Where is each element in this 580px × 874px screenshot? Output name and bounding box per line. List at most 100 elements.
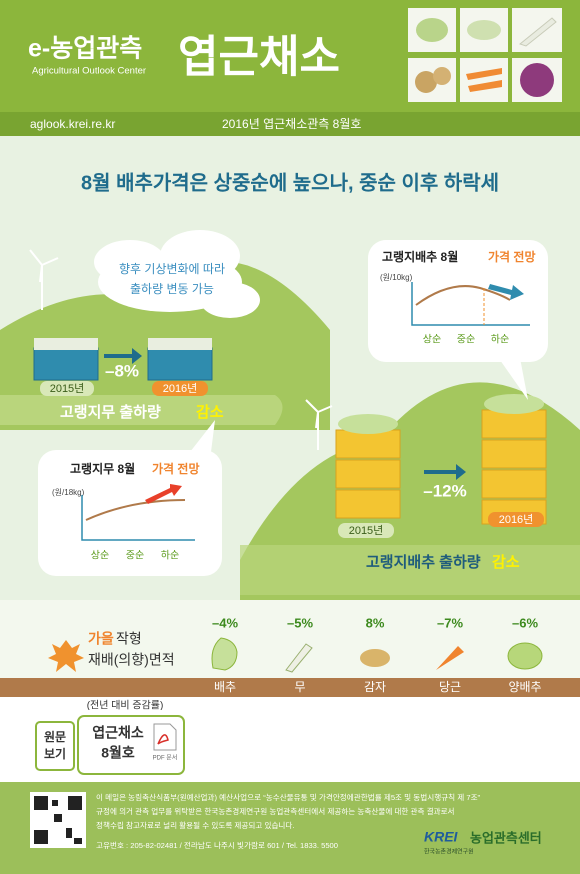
outlook-axes [81,495,195,541]
crop-icon [436,646,464,670]
year-label: 2015년 [349,524,384,537]
shape [160,230,240,282]
shape [34,830,48,844]
shape [34,796,48,810]
period-label: 중순 [126,550,144,562]
pdf-label[interactable]: PDF 문서 [153,754,178,762]
footer-bg [0,782,580,874]
original-label: 원문 [44,730,66,744]
bubble-tail [500,358,528,400]
potato-photo [415,71,437,93]
shape [481,469,547,499]
radish-top [148,338,212,350]
vegetable-tiles [408,8,562,102]
crop-name: 감자 [364,680,386,694]
area-bar [0,678,580,697]
shape [39,264,43,283]
cloud-text: 출하량 변동 가능 [130,282,214,296]
outlook-arrow [488,284,524,300]
outlook-unit: (원/10kg) [380,273,413,282]
shape [68,796,82,810]
outlook-curve [85,499,186,521]
year-pill [40,381,94,396]
outlook-curve [415,285,511,306]
shape [305,399,319,413]
napa-photo [467,20,501,40]
brand: e-농업관측 [28,35,142,63]
original-doc[interactable]: 8월호 [101,745,135,761]
shape [315,411,319,429]
area-items: –4% 배추 –5% 무 8% 감자 –7% 당근 –6% 양배추 [211,615,543,694]
radish-top [34,338,98,350]
windmill [305,399,333,450]
cabbage-caption: 고랭지배추 출하량 [366,553,481,571]
crate [33,347,99,381]
header-title: 엽근채소 [178,33,340,82]
shape [200,282,260,318]
outlook-title: 고랭지배추 8월 [382,249,458,264]
radish-photo [518,17,557,47]
issue: 2016년 엽근채소관측 8월호 [222,117,361,131]
cabbage-change: –12% [423,481,466,500]
shape [54,814,62,822]
pdf-icon[interactable] [153,723,177,751]
cabbage-caption-accent: 감소 [492,553,520,571]
radish-caption-accent: 감소 [196,403,224,421]
radish-caption: 고랭지무 출하량 [60,403,161,421]
url: aglook.krei.re.kr [30,117,115,131]
maple-leaf [48,640,84,672]
crop-name: 양배추 [508,680,541,694]
area-change: 8% [366,615,385,630]
shape [335,489,401,519]
crop-icon [285,643,313,673]
org-sub: 한국농촌경제연구원 [424,848,474,856]
outlook-axes [411,282,530,326]
outlook-title-accent: 가격 전망 [488,249,536,264]
year-label: 2015년 [50,382,85,395]
year-label: 2016년 [163,382,198,395]
shape [66,828,72,838]
tile [460,58,508,102]
year-pill [488,512,544,527]
pdf-glyph[interactable] [157,734,169,745]
shape [317,405,333,413]
year-label: 2016년 [499,513,534,526]
period-label: 하순 [161,549,179,562]
period-label: 상순 [423,334,441,346]
original-label: 보기 [44,746,66,761]
notice: 정책수립 참고자료로 널리 활용될 수 있도록 제공되고 있습니다. [96,820,295,830]
qr-pattern [34,796,82,844]
shape [74,838,82,844]
notice: 규정에 의거 관측 업무를 위탁받은 한국농촌경제연구원 농업관측센터에서 제공… [96,806,455,816]
crop-icon [507,642,543,670]
crop-icon [211,637,238,671]
crop-name: 무 [294,680,305,694]
cabbage-photo [416,18,448,42]
area-title: 재배(의향)면적 [88,652,175,668]
potato-photo [433,67,451,85]
outlook-box [38,450,222,576]
notice: 이 메일은 농림축산식품부(원예산업과) 예산사업으로 “농수산물유통 및 가격… [96,792,481,802]
cloud [94,230,260,318]
period-label: 중순 [457,334,475,346]
year-pill [338,523,394,538]
arrow [104,348,142,364]
cloud-text: 향후 기상변화에 따라 [119,262,225,276]
shape [94,240,166,284]
area-change: –4% [212,615,238,630]
outlook-arrow [145,484,182,504]
area-change: –5% [287,615,313,630]
logo: KREI [424,829,459,845]
subbar [0,112,580,136]
shape [29,249,43,266]
shape [338,414,398,434]
area-title: 작형 [116,631,142,647]
red-cabbage-photo [520,63,554,97]
outlook-box [368,240,548,362]
crop-name: 당근 [439,680,461,694]
org: 농업관측센터 [470,830,542,845]
original-doc[interactable]: 엽근채소 [92,725,144,741]
shape [52,800,58,806]
